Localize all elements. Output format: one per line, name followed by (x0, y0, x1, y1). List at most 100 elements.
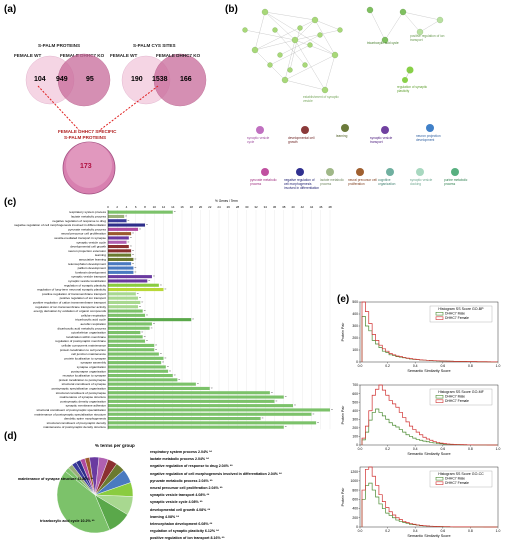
c-term-label: maintenance of postsynaptic specializati… (34, 412, 106, 416)
c-bar (108, 417, 261, 421)
c-term-label: aerobic respiration (81, 322, 107, 326)
hist-xtick-label: 0.4 (413, 364, 418, 368)
hist-ytick-label: 200 (352, 336, 358, 340)
c-bar-mark: ** (178, 379, 180, 382)
c-bar-mark: ** (132, 254, 134, 257)
c-tick-label: 0 (107, 205, 109, 209)
pie-label: respiratory system process 2.04% ** (150, 450, 212, 454)
c-bar-mark: ** (146, 340, 148, 343)
hist-legend-swatch (435, 312, 444, 316)
pie-label: tricarboxylic acid cycle 10.2% ** (40, 519, 95, 523)
hist-xtick-label: 0.8 (468, 447, 473, 451)
hist-xlabel: Semantic Similarity Score (407, 534, 450, 538)
pie-label: telencephalon development 6.08% ** (150, 522, 213, 526)
c-bar (108, 253, 132, 257)
c-bar (108, 382, 196, 386)
node-label-13: cognitive organization (378, 178, 396, 186)
hist-ytick-label: 600 (352, 392, 358, 396)
venn-left-title: S-PALM PROTEINS (38, 43, 81, 48)
c-tick-label: 2 (116, 205, 118, 209)
node-label-15: purine metabolic process (444, 178, 468, 186)
hist-ytick-label: 500 (352, 400, 358, 404)
hist-legend-swatch (435, 481, 444, 485)
c-bar (108, 425, 284, 429)
histogram-chart: 0 100 200 300 400 500 0.0 0.2 0.4 0.6 0.8 1.0 Semant… (341, 300, 500, 373)
c-bar (108, 219, 127, 223)
c-bar-mark: ** (331, 409, 333, 412)
hist-ytick-label: 500 (352, 300, 358, 304)
c-bar-mark: ** (128, 220, 130, 223)
venn-right-left-only: 190 (131, 76, 143, 83)
c-bar-mark: ** (211, 388, 213, 391)
c-tick-label: 14 (171, 205, 175, 209)
panel-d-title: % terms per group (95, 443, 135, 448)
c-term-label: regulation of synaptic plasticity (64, 283, 106, 287)
c-bar-mark: ** (134, 259, 136, 262)
hist-ytick-label: 700 (352, 383, 358, 387)
c-bar-mark: ** (132, 263, 134, 266)
hist-ytick-label: 100 (352, 435, 358, 439)
hist-ytick-label: 100 (352, 348, 358, 352)
venn-right-right-only: 166 (180, 76, 192, 83)
hist-frame (359, 466, 499, 528)
hist-ytick-label: 1200 (350, 470, 358, 474)
c-term-label: postsynaptic density organization (60, 399, 106, 403)
hist-legend-label: DHHC7 Male (445, 395, 465, 399)
c-tick-label: 46 (319, 205, 323, 209)
pie-label: learning 4.08% ** (150, 514, 179, 519)
c-bar-mark: ** (313, 413, 315, 416)
c-term-label: pyruvate metabolic process (68, 227, 106, 231)
c-bar-mark: ** (146, 314, 148, 317)
c-bar-mark: ** (134, 271, 136, 274)
c-bar (108, 339, 145, 343)
c-bar (108, 421, 317, 425)
node-label-9: pyruvate metabolic process (250, 178, 277, 186)
c-term-label: vesicle-mediated transport in synapse (54, 236, 106, 240)
hist-ytick-label: 0 (356, 525, 358, 529)
c-bar (108, 395, 284, 399)
c-bar-mark: ** (134, 267, 136, 270)
c-tick-label: 22 (208, 205, 212, 209)
specific-title-1: FEMALE DHHC7 SPECIFIC (58, 129, 117, 134)
c-term-label: learning (95, 253, 106, 257)
c-tick-label: 6 (135, 205, 137, 209)
hist-xtick-label: 0.6 (440, 529, 445, 533)
hist-xtick-label: 0.0 (358, 529, 363, 533)
c-bar-mark: ** (139, 228, 141, 231)
hist-series (361, 466, 498, 528)
c-term-label: associative learning (79, 258, 106, 262)
c-term-label: protein localization to synapse (65, 356, 107, 360)
c-term-label: structural constituent of postsynaptic s… (37, 408, 107, 412)
node-label-1: tricarboxylic acid cycle (367, 41, 399, 45)
c-bar-mark: ** (148, 280, 150, 283)
c-bar-mark: ** (137, 293, 139, 296)
c-bar (108, 245, 129, 249)
c-term-label: cellular component maintenance (61, 344, 106, 348)
c-tick-label: 28 (236, 205, 240, 209)
c-bar-mark: ** (169, 370, 171, 373)
c-term-label: respiratory system process (69, 210, 106, 214)
hist-xtick-label: 0.6 (440, 364, 445, 368)
c-bar (108, 352, 159, 356)
c-bar-mark: ** (132, 250, 134, 253)
venn-left-left-only: 104 (34, 76, 46, 83)
c-bar-mark: ** (271, 392, 273, 395)
c-bar-mark: ** (317, 422, 319, 425)
c-term-label: localization within membrane (66, 335, 106, 339)
c-bar-mark: ** (174, 375, 176, 378)
c-bar-mark: ** (276, 400, 278, 403)
c-bar-mark: ** (285, 426, 287, 429)
pie-label: negative regulation of response to drug … (150, 464, 233, 469)
hist-ytick-label: 200 (352, 516, 358, 520)
c-bar-mark: ** (174, 211, 176, 214)
c-term-label: protein localization to cell junction (60, 348, 106, 352)
c-bar (108, 326, 150, 330)
c-term-label: dendritic spine morphogenesis (64, 417, 106, 421)
c-bar-mark: ** (125, 216, 127, 219)
c-bar (108, 249, 132, 253)
c-tick-label: 38 (282, 205, 286, 209)
c-tick-label: 4 (126, 205, 128, 209)
panel-label-e: (e) (337, 294, 350, 305)
hist-xtick-label: 0.8 (468, 529, 473, 533)
pie-label: synaptic vesicle transport 4.08% ** (150, 493, 210, 498)
